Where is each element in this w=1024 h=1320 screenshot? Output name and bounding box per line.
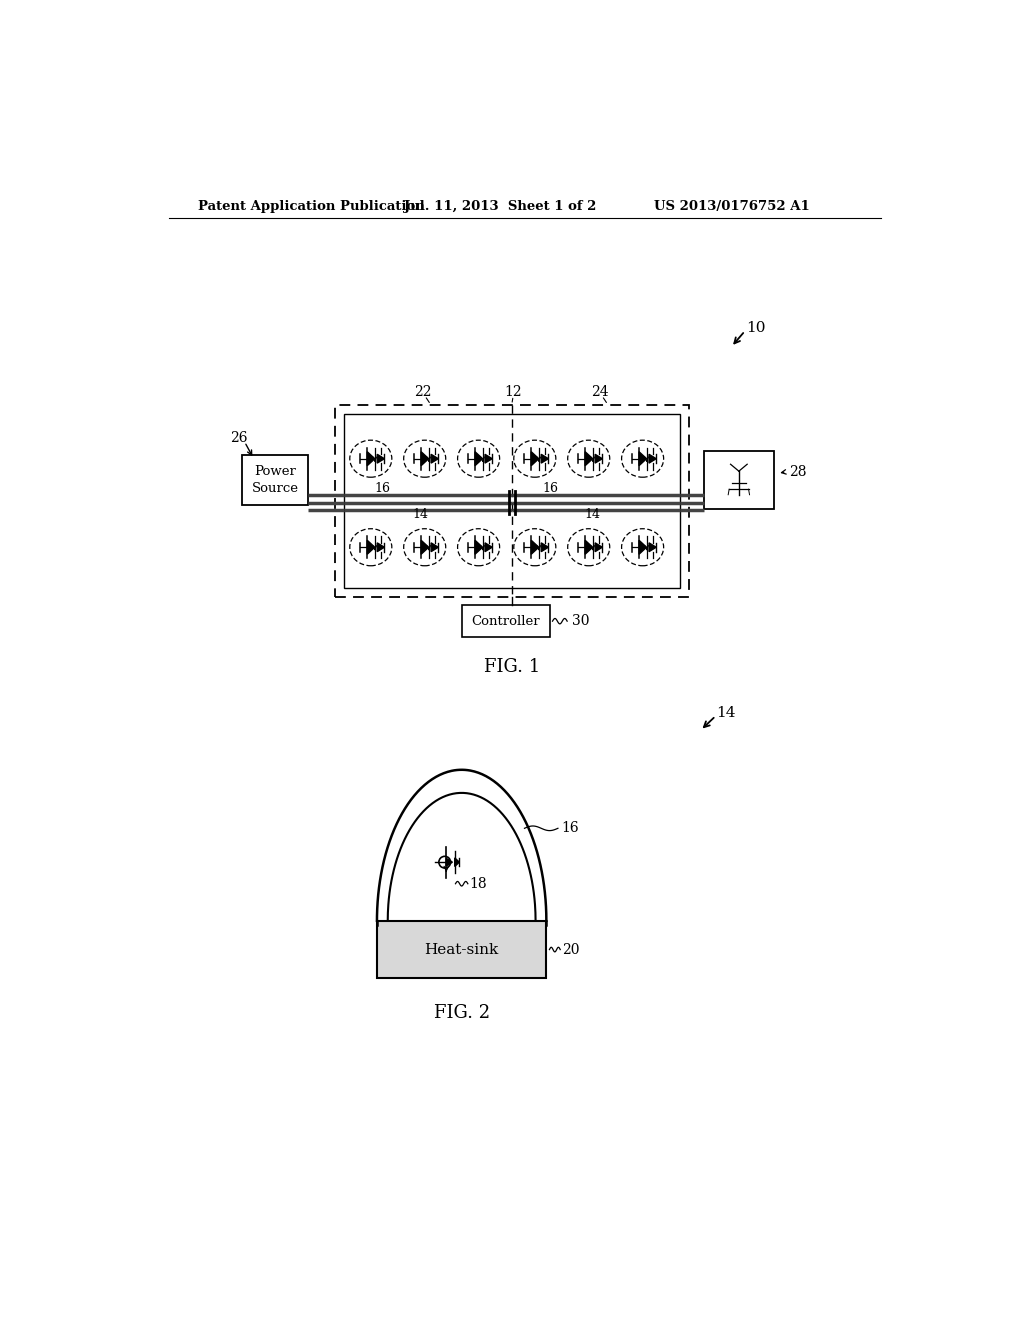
Polygon shape xyxy=(531,540,539,554)
Polygon shape xyxy=(542,454,549,463)
Text: 14: 14 xyxy=(585,508,600,520)
Polygon shape xyxy=(649,454,656,463)
Polygon shape xyxy=(421,451,429,466)
Polygon shape xyxy=(431,543,438,552)
Polygon shape xyxy=(649,543,656,552)
Text: Power
Source: Power Source xyxy=(252,465,298,495)
Polygon shape xyxy=(475,540,482,554)
Text: Jul. 11, 2013  Sheet 1 of 2: Jul. 11, 2013 Sheet 1 of 2 xyxy=(403,199,596,213)
Polygon shape xyxy=(368,451,375,466)
Polygon shape xyxy=(485,454,493,463)
Bar xyxy=(243,455,307,506)
Text: 18: 18 xyxy=(469,876,487,891)
Polygon shape xyxy=(446,858,453,866)
Text: Controller: Controller xyxy=(472,615,541,628)
Polygon shape xyxy=(595,454,602,463)
Polygon shape xyxy=(585,451,593,466)
Text: US 2013/0176752 A1: US 2013/0176752 A1 xyxy=(654,199,810,213)
Bar xyxy=(344,414,680,589)
Text: 24: 24 xyxy=(592,385,609,400)
Polygon shape xyxy=(542,543,549,552)
Text: FIG. 2: FIG. 2 xyxy=(433,1005,489,1022)
Text: Patent Application Publication: Patent Application Publication xyxy=(199,199,425,213)
Bar xyxy=(377,921,547,978)
Polygon shape xyxy=(368,540,375,554)
Polygon shape xyxy=(421,540,429,554)
Text: 10: 10 xyxy=(746,321,766,335)
Text: 14: 14 xyxy=(716,706,735,719)
Text: Heat-sink: Heat-sink xyxy=(425,942,499,957)
Text: 22: 22 xyxy=(415,385,432,400)
Polygon shape xyxy=(639,540,646,554)
Bar xyxy=(335,405,689,598)
Text: 20: 20 xyxy=(562,942,580,957)
Text: FIG. 1: FIG. 1 xyxy=(483,657,540,676)
Polygon shape xyxy=(595,543,602,552)
Polygon shape xyxy=(431,454,438,463)
Text: 12: 12 xyxy=(505,385,522,400)
Text: 28: 28 xyxy=(788,465,807,479)
Text: 26: 26 xyxy=(229,430,247,445)
Text: 16: 16 xyxy=(375,482,390,495)
Bar xyxy=(705,451,773,508)
Polygon shape xyxy=(485,543,493,552)
Bar xyxy=(462,605,550,638)
Polygon shape xyxy=(585,540,593,554)
Polygon shape xyxy=(455,858,460,866)
Polygon shape xyxy=(531,451,539,466)
Text: 30: 30 xyxy=(571,614,589,628)
Polygon shape xyxy=(377,543,384,552)
Polygon shape xyxy=(639,451,646,466)
Text: 16: 16 xyxy=(562,821,580,836)
Polygon shape xyxy=(475,451,482,466)
Text: 16: 16 xyxy=(543,482,558,495)
Polygon shape xyxy=(377,454,384,463)
Text: 14: 14 xyxy=(413,508,429,520)
